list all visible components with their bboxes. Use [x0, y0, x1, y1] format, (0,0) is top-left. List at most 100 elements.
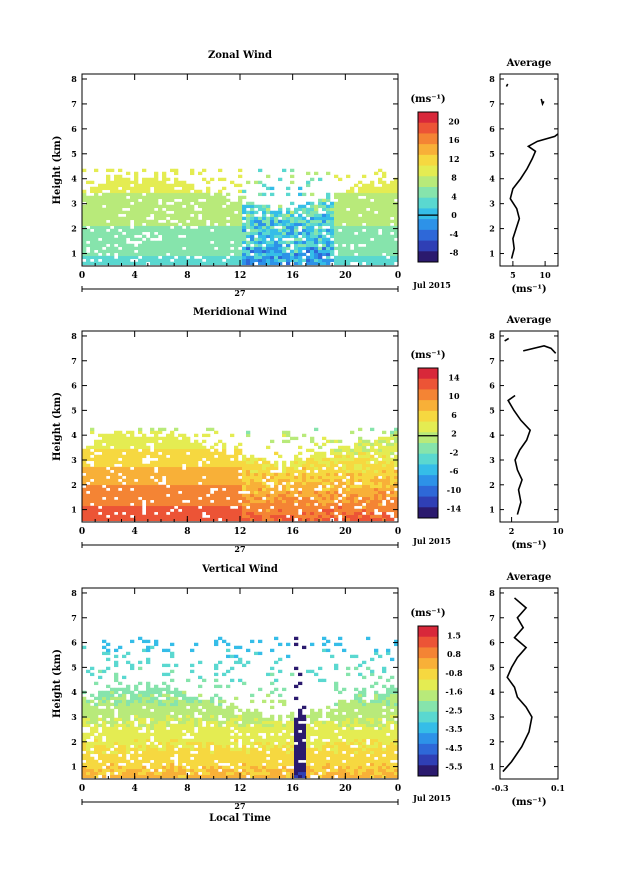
heatmap-cell: [122, 759, 127, 764]
heatmap-cell: [106, 234, 111, 239]
heatmap-cell: [118, 225, 123, 230]
heatmap-cell: [286, 478, 291, 483]
heatmap-cell: [122, 717, 127, 722]
avg-x-tick-label: 10: [540, 270, 552, 280]
heatmap-cell: [246, 514, 251, 519]
avg-y-tick-label: 7: [489, 99, 495, 109]
heatmap-cell: [174, 439, 179, 444]
heatmap-cell: [302, 210, 307, 215]
heatmap-cell: [170, 454, 175, 459]
heatmap-cell: [182, 702, 187, 707]
heatmap-cell: [142, 204, 147, 209]
heatmap-cell: [318, 514, 323, 519]
x-tick-label: 20: [339, 527, 352, 537]
heatmap-cell: [202, 216, 207, 221]
heatmap-cell: [394, 481, 399, 486]
heatmap-cell: [146, 660, 151, 665]
heatmap-cell: [378, 243, 383, 248]
heatmap-cell: [206, 478, 211, 483]
heatmap-cell: [314, 210, 319, 215]
heatmap-cell: [142, 442, 147, 447]
heatmap-cell: [102, 433, 107, 438]
heatmap-cell: [358, 457, 363, 462]
heatmap-cell: [298, 517, 303, 522]
heatmap-cell: [222, 514, 227, 519]
heatmap-cell: [222, 502, 227, 507]
heatmap-cell: [146, 768, 151, 773]
y-tick-label: 2: [71, 224, 77, 234]
heatmap-cell: [186, 228, 191, 233]
heatmap-cell: [178, 454, 183, 459]
heatmap-cell: [218, 511, 223, 516]
heatmap-cell: [134, 460, 139, 465]
heatmap-cell: [82, 475, 87, 480]
heatmap-cell: [234, 747, 239, 752]
heatmap-cell: [202, 750, 207, 755]
heatmap-cell: [226, 198, 231, 203]
heatmap-cell: [110, 744, 115, 749]
heatmap-cell: [202, 726, 207, 731]
heatmap-cell: [382, 436, 387, 441]
heatmap-cell: [374, 490, 379, 495]
heatmap-cell: [122, 714, 127, 719]
heatmap-cell: [114, 451, 119, 456]
heatmap-cell: [134, 198, 139, 203]
heatmap-cell: [150, 517, 155, 522]
heatmap-cell: [222, 210, 227, 215]
heatmap-cell: [162, 210, 167, 215]
heatmap-cell: [346, 195, 351, 200]
heatmap-cell: [362, 496, 367, 501]
heatmap-cell: [166, 448, 171, 453]
heatmap-cell: [182, 696, 187, 701]
heatmap-cell: [242, 216, 247, 221]
heatmap-cell: [274, 252, 279, 257]
heatmap-cell: [82, 198, 87, 203]
heatmap-cell: [170, 699, 175, 704]
heatmap-cell: [338, 484, 343, 489]
heatmap-cell: [122, 687, 127, 692]
heatmap-cell: [142, 765, 147, 770]
heatmap-cell: [314, 511, 319, 516]
heatmap-cell: [122, 708, 127, 713]
heatmap-cell: [370, 472, 375, 477]
y-axis-label: Height (km): [52, 136, 63, 205]
heatmap-cell: [130, 505, 135, 510]
heatmap-cell: [110, 261, 115, 266]
heatmap-cell: [102, 457, 107, 462]
heatmap-cell: [110, 729, 115, 734]
heatmap-cell: [258, 234, 263, 239]
heatmap-cell: [254, 505, 259, 510]
heatmap-cell: [378, 240, 383, 245]
heatmap-cell: [106, 505, 111, 510]
heatmap-cell: [106, 240, 111, 245]
heatmap-cell: [198, 499, 203, 504]
heatmap-cell: [186, 505, 191, 510]
heatmap-cell: [370, 231, 375, 236]
heatmap-cell: [114, 237, 119, 242]
avg-y-tick-label: 7: [489, 356, 495, 366]
heatmap-cell: [266, 505, 271, 510]
heatmap-cell: [382, 451, 387, 456]
heatmap-cell: [290, 255, 295, 260]
heatmap-cell: [86, 714, 91, 719]
heatmap-cell: [362, 484, 367, 489]
heatmap-cell: [318, 445, 323, 450]
heatmap-cell: [386, 481, 391, 486]
heatmap-cell: [358, 511, 363, 516]
heatmap-cell: [186, 225, 191, 230]
heatmap-cell: [166, 720, 171, 725]
heatmap-cell: [142, 198, 147, 203]
heatmap-cell: [170, 451, 175, 456]
heatmap-cell: [174, 258, 179, 263]
avg-y-tick-label: 2: [489, 480, 495, 490]
heatmap-cell: [130, 451, 135, 456]
heatmap-cell: [90, 768, 95, 773]
heatmap-cell: [358, 222, 363, 227]
heatmap-cell: [234, 762, 239, 767]
heatmap-cell: [94, 747, 99, 752]
heatmap-cell: [306, 219, 311, 224]
heatmap-cell: [154, 183, 159, 188]
heatmap-cell: [234, 204, 239, 209]
heatmap-cell: [126, 243, 131, 248]
heatmap-cell: [374, 481, 379, 486]
